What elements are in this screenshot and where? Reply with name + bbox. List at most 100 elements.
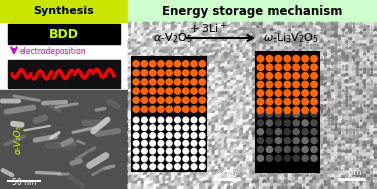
Circle shape: [302, 153, 306, 156]
Circle shape: [264, 65, 266, 68]
Circle shape: [363, 141, 366, 144]
Circle shape: [234, 131, 237, 134]
Circle shape: [156, 45, 159, 48]
Circle shape: [278, 41, 280, 43]
Circle shape: [169, 36, 172, 40]
Circle shape: [221, 42, 225, 45]
Circle shape: [200, 173, 203, 176]
Circle shape: [183, 140, 188, 146]
Circle shape: [267, 144, 270, 147]
Circle shape: [153, 45, 156, 48]
Circle shape: [327, 22, 331, 26]
Circle shape: [194, 187, 196, 189]
Circle shape: [129, 48, 131, 50]
Circle shape: [323, 71, 327, 74]
Circle shape: [144, 47, 147, 51]
Circle shape: [338, 83, 342, 87]
Circle shape: [169, 67, 172, 70]
Circle shape: [320, 68, 323, 71]
Circle shape: [239, 103, 244, 107]
Circle shape: [273, 37, 277, 41]
Circle shape: [243, 39, 247, 43]
Circle shape: [331, 174, 334, 177]
Circle shape: [187, 181, 190, 184]
Circle shape: [363, 119, 367, 123]
Circle shape: [230, 178, 234, 182]
Circle shape: [256, 86, 259, 89]
Circle shape: [306, 22, 310, 26]
Circle shape: [218, 25, 222, 29]
Circle shape: [193, 164, 197, 168]
Circle shape: [374, 77, 377, 80]
Circle shape: [237, 78, 240, 81]
Circle shape: [196, 153, 200, 156]
Circle shape: [138, 123, 141, 125]
Circle shape: [328, 123, 330, 125]
Circle shape: [299, 144, 302, 147]
Circle shape: [166, 79, 172, 85]
Circle shape: [147, 105, 151, 110]
Circle shape: [225, 95, 228, 98]
Circle shape: [360, 26, 363, 29]
Circle shape: [252, 141, 256, 144]
Circle shape: [215, 81, 218, 84]
Circle shape: [233, 103, 238, 107]
Circle shape: [371, 108, 373, 110]
Circle shape: [240, 31, 244, 34]
Circle shape: [134, 158, 138, 162]
Circle shape: [225, 73, 227, 75]
Circle shape: [296, 83, 298, 86]
Circle shape: [247, 165, 249, 167]
Circle shape: [243, 176, 246, 179]
Circle shape: [222, 156, 224, 159]
Circle shape: [241, 154, 243, 156]
Circle shape: [187, 72, 191, 76]
Circle shape: [178, 178, 182, 182]
Circle shape: [338, 177, 341, 180]
Circle shape: [206, 56, 209, 59]
Circle shape: [194, 145, 196, 148]
Circle shape: [188, 179, 190, 181]
Circle shape: [162, 170, 166, 173]
Circle shape: [249, 75, 253, 78]
Circle shape: [324, 28, 327, 32]
Circle shape: [178, 109, 181, 112]
Circle shape: [288, 138, 291, 141]
Circle shape: [225, 59, 227, 61]
Circle shape: [352, 141, 356, 144]
Circle shape: [335, 114, 337, 116]
Circle shape: [256, 180, 259, 184]
Circle shape: [224, 70, 228, 73]
Circle shape: [339, 47, 341, 49]
Circle shape: [132, 45, 135, 48]
Circle shape: [334, 32, 338, 35]
Circle shape: [222, 143, 224, 145]
Circle shape: [278, 135, 280, 137]
Circle shape: [302, 156, 305, 159]
Circle shape: [184, 139, 188, 143]
Circle shape: [285, 174, 288, 177]
Circle shape: [357, 87, 359, 89]
Circle shape: [281, 22, 284, 26]
Circle shape: [240, 81, 243, 84]
Circle shape: [324, 77, 327, 80]
Circle shape: [274, 156, 277, 159]
Circle shape: [282, 72, 284, 73]
Circle shape: [191, 76, 193, 78]
Circle shape: [346, 120, 348, 122]
Circle shape: [182, 88, 189, 94]
Circle shape: [132, 81, 135, 84]
Circle shape: [278, 87, 280, 89]
Circle shape: [190, 61, 194, 65]
Circle shape: [215, 117, 219, 120]
Circle shape: [153, 81, 156, 84]
Circle shape: [181, 167, 184, 170]
Circle shape: [224, 139, 228, 143]
Circle shape: [256, 114, 259, 117]
Circle shape: [250, 81, 252, 84]
Circle shape: [175, 164, 179, 168]
Circle shape: [339, 74, 341, 77]
Circle shape: [353, 75, 355, 77]
Circle shape: [188, 170, 190, 173]
Circle shape: [225, 115, 227, 117]
